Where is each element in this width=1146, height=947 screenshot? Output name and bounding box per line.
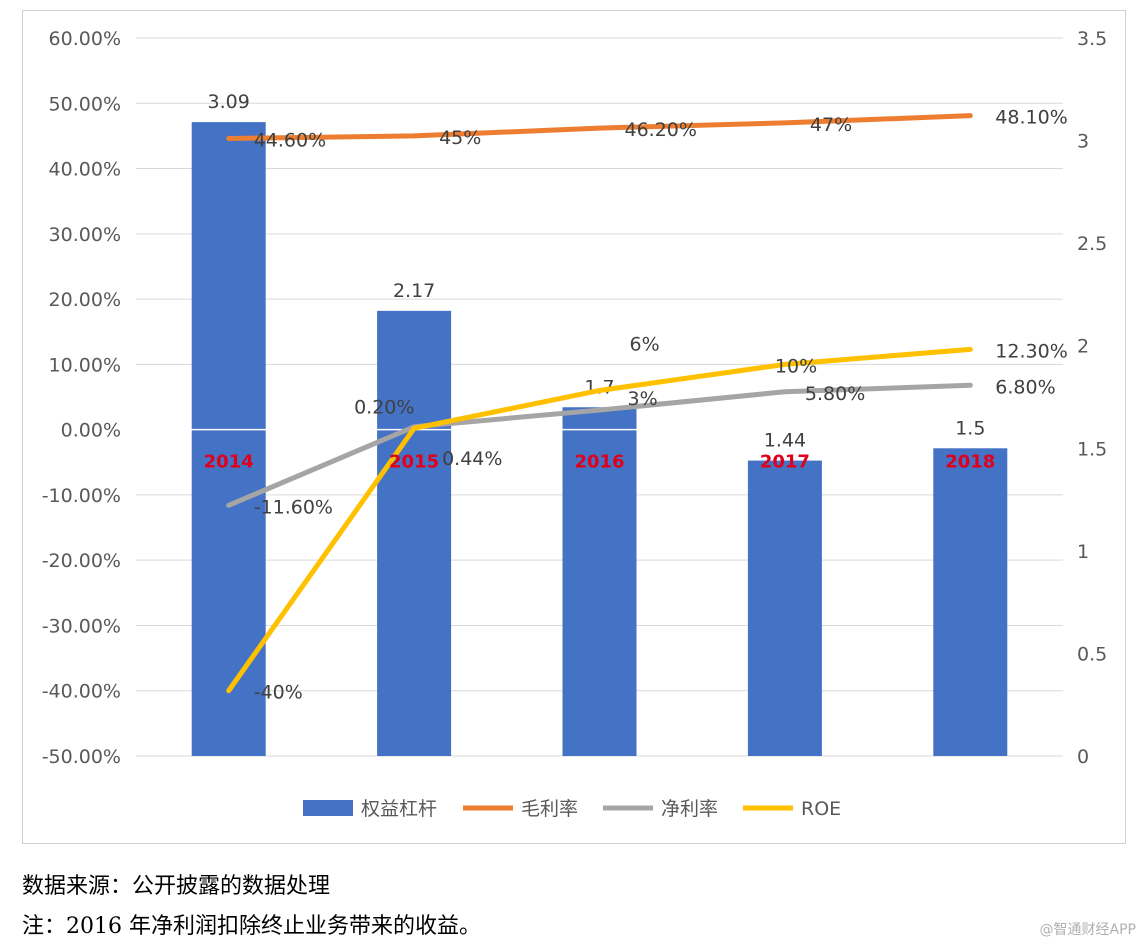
- footnote: 注：2016 年净利润扣除终止业务带来的收益。: [22, 914, 481, 939]
- legend-label: 毛利率: [521, 798, 578, 820]
- line-data-label: 12.30%: [995, 340, 1067, 362]
- line-data-label: 48.10%: [995, 107, 1067, 129]
- line-net-margin: [226, 382, 973, 508]
- legend-swatch: [303, 800, 353, 816]
- line-data-label: -40%: [254, 682, 303, 704]
- line-data-label: 0.44%: [442, 448, 502, 470]
- x-category-label: 2014: [204, 452, 254, 473]
- y-left-tick-label: 20.00%: [49, 289, 121, 311]
- x-category-label: 2018: [945, 452, 995, 473]
- line-data-label: 5.80%: [805, 383, 865, 405]
- bar-data-label: 3.09: [208, 91, 250, 113]
- y-left-tick-label: 10.00%: [49, 354, 121, 376]
- y-left-tick-label: 40.00%: [49, 159, 121, 181]
- line-gross-margin: [226, 113, 973, 142]
- y-left-tick-label: 0.00%: [61, 420, 121, 442]
- line-roe: [226, 346, 973, 694]
- line-data-label: 47%: [810, 114, 852, 136]
- y-left-tick-label: -20.00%: [42, 550, 121, 572]
- chart-frame: 60.00% 50.00% 40.00% 30.00% 20.00% 10.00% 0.00…: [22, 10, 1126, 844]
- bar-equity-leverage: [562, 407, 637, 756]
- line-data-label: 0.20%: [354, 396, 414, 418]
- y-left-tick-label: -30.00%: [42, 615, 121, 637]
- y-right-tick-label: 2.5: [1077, 233, 1107, 255]
- bar-equity-leverage: [747, 460, 822, 756]
- y-right-tick-label: 1: [1077, 541, 1089, 563]
- legend-label: ROE: [801, 798, 841, 820]
- watermark: @智通财经APP: [1039, 922, 1136, 938]
- combo-chart: 60.00% 50.00% 40.00% 30.00% 20.00% 10.00% 0.00…: [42, 28, 1108, 820]
- line-data-label: -11.60%: [254, 496, 333, 518]
- line-data-label: 3%: [628, 388, 658, 410]
- y-left-tick-label: -10.00%: [42, 485, 121, 507]
- line-data-label: 46.20%: [625, 119, 697, 141]
- y-left-tick-label: 50.00%: [49, 93, 121, 115]
- y-right-tick-label: 3.5: [1077, 28, 1107, 50]
- line-data-label: 45%: [439, 127, 481, 149]
- y-left-tick-label: 30.00%: [49, 224, 121, 246]
- bar-equity-leverage: [191, 122, 266, 756]
- y-right-tick-label: 0: [1077, 746, 1089, 768]
- legend-label: 净利率: [661, 798, 718, 820]
- line-data-label: 44.60%: [254, 130, 326, 152]
- y-right-tick-label: 2: [1077, 336, 1089, 358]
- bar-equity-leverage: [933, 448, 1008, 756]
- line-data-label: 6.80%: [995, 376, 1055, 398]
- y-right-tick-label: 1.5: [1077, 438, 1107, 460]
- y-left-tick-label: -40.00%: [42, 681, 121, 703]
- y-right-tick-label: 3: [1077, 131, 1089, 153]
- x-category-label: 2016: [574, 452, 624, 473]
- x-category-label: 2015: [389, 452, 439, 473]
- line-data-label: 6%: [630, 333, 660, 355]
- y-left-tick-label: 60.00%: [49, 28, 121, 50]
- x-category-label: 2017: [760, 452, 810, 473]
- bar-data-label: 1.5: [955, 417, 985, 439]
- y-left-tick-label: -50.00%: [42, 746, 121, 768]
- bar-data-label: 2.17: [393, 280, 435, 302]
- bar-equity-leverage: [377, 310, 452, 756]
- source-note: 数据来源：公开披露的数据处理: [22, 874, 331, 899]
- bar-data-label: 1.44: [764, 430, 806, 452]
- y-right-tick-label: 0.5: [1077, 643, 1107, 665]
- line-data-label: 10%: [775, 355, 817, 377]
- legend-label: 权益杠杆: [361, 798, 437, 820]
